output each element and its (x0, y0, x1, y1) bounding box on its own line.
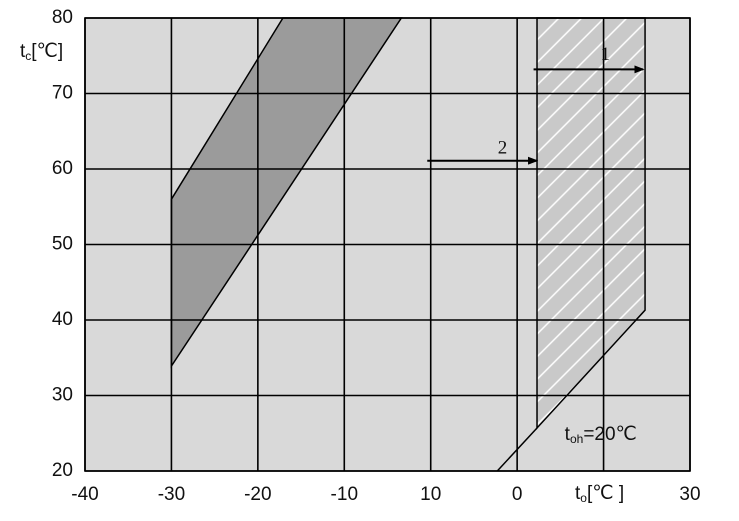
label-sub: c (25, 49, 31, 63)
y-axis-label: tc[℃] (20, 41, 63, 63)
label-main: t (565, 424, 571, 445)
x-tick-label: 10 (420, 484, 441, 505)
y-tick-label: 40 (52, 309, 73, 330)
x-axis-label: to[℃ ] (575, 483, 624, 505)
label-rest: [℃] (31, 41, 63, 62)
y-tick-label: 80 (52, 7, 73, 28)
x-tick-label: 0 (512, 484, 523, 505)
y-tick-label: 50 (52, 234, 73, 255)
label-rest: [℃ ] (587, 483, 624, 504)
label-sub: o (580, 491, 587, 505)
x-tick-label: -40 (71, 484, 98, 505)
arrow-label: 1 (601, 44, 611, 65)
boundary-line (496, 427, 538, 472)
arrow-label: 2 (498, 138, 508, 159)
y-tick-label: 60 (52, 158, 73, 179)
label-sub: oh (570, 432, 583, 446)
x-tick-label: -10 (331, 484, 358, 505)
y-tick-label: 70 (52, 83, 73, 104)
label-main: t (20, 41, 26, 62)
x-tick-label: -30 (158, 484, 185, 505)
y-tick-label: 20 (52, 460, 73, 481)
label-rest: =20℃ (583, 424, 637, 445)
annotation: toh=20℃ (565, 424, 637, 446)
plot-frame (84, 17, 691, 472)
x-tick-label: -20 (244, 484, 271, 505)
label-main: t (575, 483, 581, 504)
y-tick-label: 30 (52, 385, 73, 406)
x-tick-label: 30 (679, 484, 700, 505)
